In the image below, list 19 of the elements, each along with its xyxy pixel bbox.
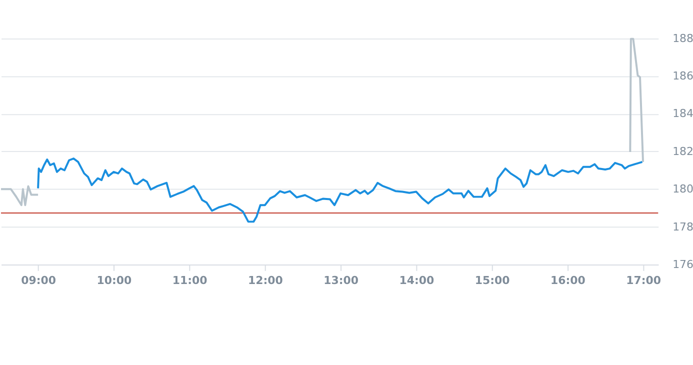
y-tick-label: 186 [672, 69, 693, 82]
x-tick-label: 09:00 [21, 274, 56, 287]
x-tick-label: 15:00 [474, 274, 510, 287]
line-series [629, 38, 644, 163]
y-tick-label: 180 [672, 182, 693, 196]
x-tick-label: 17:00 [626, 274, 662, 287]
x-tick-label: 16:00 [550, 274, 586, 287]
y-tick-label: 178 [672, 220, 693, 234]
x-tick-label: 13:00 [324, 274, 359, 287]
line-series [0, 185, 40, 206]
y-tick-label: 188 [672, 32, 693, 45]
x-tick-label: 14:00 [399, 274, 434, 287]
x-tick-label: 11:00 [172, 274, 208, 287]
x-tick-label: 12:00 [248, 274, 284, 287]
y-tick-label: 176 [672, 258, 693, 271]
x-tick-label: 10:00 [96, 274, 132, 287]
y-tick-label: 182 [672, 144, 693, 158]
y-tick-label: 184 [672, 107, 693, 120]
line-series [37, 158, 644, 223]
